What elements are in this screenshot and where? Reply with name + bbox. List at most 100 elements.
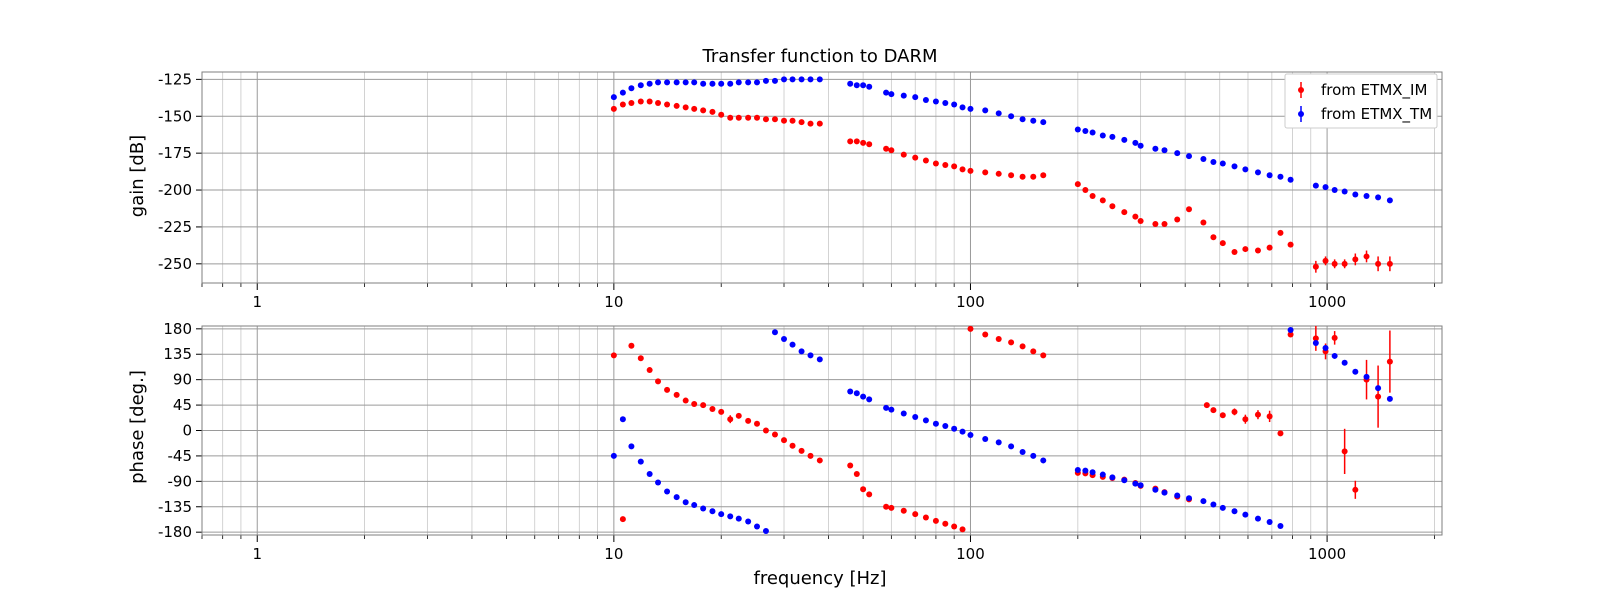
gain-data-point (735, 114, 742, 121)
phase-y-tick-label: 180 (163, 320, 192, 338)
gain-data-point (762, 116, 769, 123)
phase-data-point (1219, 504, 1226, 511)
gain-data-point (888, 91, 895, 98)
gain-data-point (1099, 132, 1106, 139)
phase-data-point (682, 397, 689, 404)
gain-data-point (995, 110, 1002, 117)
gain-data-point (1331, 187, 1338, 194)
phase-data-point (1109, 474, 1116, 481)
phase-data-point (798, 348, 805, 355)
gain-y-axis-label: gain [dB] (127, 135, 148, 217)
phase-y-tick-label: 135 (163, 345, 192, 363)
phase-data-point (860, 393, 867, 400)
phase-data-point (1287, 331, 1294, 338)
phase-x-tick-label: 10 (604, 545, 623, 563)
phase-axes-frame (201, 325, 1443, 536)
phase-data-point (942, 422, 949, 429)
gain-data-point (1331, 260, 1338, 267)
gain-data-point (1109, 133, 1116, 140)
gain-data-point (1219, 160, 1226, 167)
phase-data-point (922, 514, 929, 521)
phase-data-point (1277, 430, 1284, 437)
gain-data-point (1210, 159, 1217, 166)
gain-data-point (1322, 184, 1329, 191)
phase-data-point (942, 520, 949, 527)
phase-data-point (637, 458, 644, 465)
gain-data-point (1161, 147, 1168, 154)
gain-data-point (1019, 116, 1026, 123)
gain-data-point (866, 141, 873, 148)
phase-data-point (781, 437, 788, 444)
gain-data-point (771, 77, 778, 84)
phase-data-point (1375, 385, 1382, 392)
gain-data-point (900, 92, 907, 99)
gain-data-point (1352, 256, 1359, 263)
phase-data-point (1008, 443, 1015, 450)
gain-data-point (1152, 145, 1159, 152)
phase-data-point (1287, 326, 1294, 333)
phase-y-tick-label: 0 (182, 422, 192, 440)
gain-data-point (762, 77, 769, 84)
gain-data-point (691, 105, 698, 112)
gain-data-point (664, 79, 671, 86)
gain-data-point (942, 99, 949, 106)
phase-data-point (860, 486, 867, 493)
gain-data-point (1375, 260, 1382, 267)
phase-data-point (951, 523, 958, 530)
phase-data-point (1341, 448, 1348, 455)
gain-data-point (1386, 260, 1393, 267)
phase-data-point (995, 439, 1002, 446)
phase-data-point (816, 356, 823, 363)
phase-data-point (1040, 457, 1047, 464)
phase-data-point (1331, 352, 1338, 359)
gain-data-point (847, 80, 854, 87)
gain-data-point (619, 101, 626, 108)
phase-data-point (1186, 495, 1193, 502)
gain-data-point (1242, 246, 1249, 253)
gain-data-point (1137, 218, 1144, 225)
gain-data-point (1266, 172, 1273, 179)
gain-data-point (1082, 128, 1089, 135)
gain-x-tick-label: 100 (956, 293, 985, 311)
phase-data-point (1089, 469, 1096, 476)
gain-data-point (1219, 240, 1226, 247)
gain-data-point (628, 99, 635, 106)
phase-data-point (735, 412, 742, 419)
gain-data-point (1008, 172, 1015, 179)
gain-data-point (1174, 216, 1181, 223)
gain-series-from ETMX_IM (610, 98, 1393, 273)
phase-data-point (789, 341, 796, 348)
phase-data-point (655, 479, 662, 486)
gain-data-point (932, 98, 939, 105)
phase-data-point (883, 503, 890, 510)
gain-data-point (781, 76, 788, 83)
gain-data-point (853, 82, 860, 89)
gain-data-point (1231, 163, 1238, 170)
gain-data-point (1132, 139, 1139, 146)
chart-title: Transfer function to DARM (701, 46, 937, 67)
gain-data-point (655, 79, 662, 86)
phase-data-point (1312, 335, 1319, 342)
gain-data-point (1161, 220, 1168, 227)
phase-data-point (628, 342, 635, 349)
gain-data-point (1231, 249, 1238, 256)
phase-data-point (691, 502, 698, 509)
gain-y-tick-label: -200 (158, 181, 192, 199)
phase-data-point (1174, 492, 1181, 499)
phase-data-point (1386, 395, 1393, 402)
phase-data-point (1030, 348, 1037, 355)
gain-data-point (959, 166, 966, 173)
gain-data-point (951, 101, 958, 108)
gain-data-point (853, 138, 860, 145)
phase-data-point (682, 499, 689, 506)
phase-data-point (888, 504, 895, 511)
phase-data-point (718, 408, 725, 415)
gain-data-point (883, 89, 890, 96)
phase-data-point (1152, 486, 1159, 493)
gain-y-tick-label: -175 (158, 144, 192, 162)
phase-data-point (781, 335, 788, 342)
phase-data-point (745, 518, 752, 525)
gain-data-point (1352, 191, 1359, 198)
phase-data-point (754, 523, 761, 530)
